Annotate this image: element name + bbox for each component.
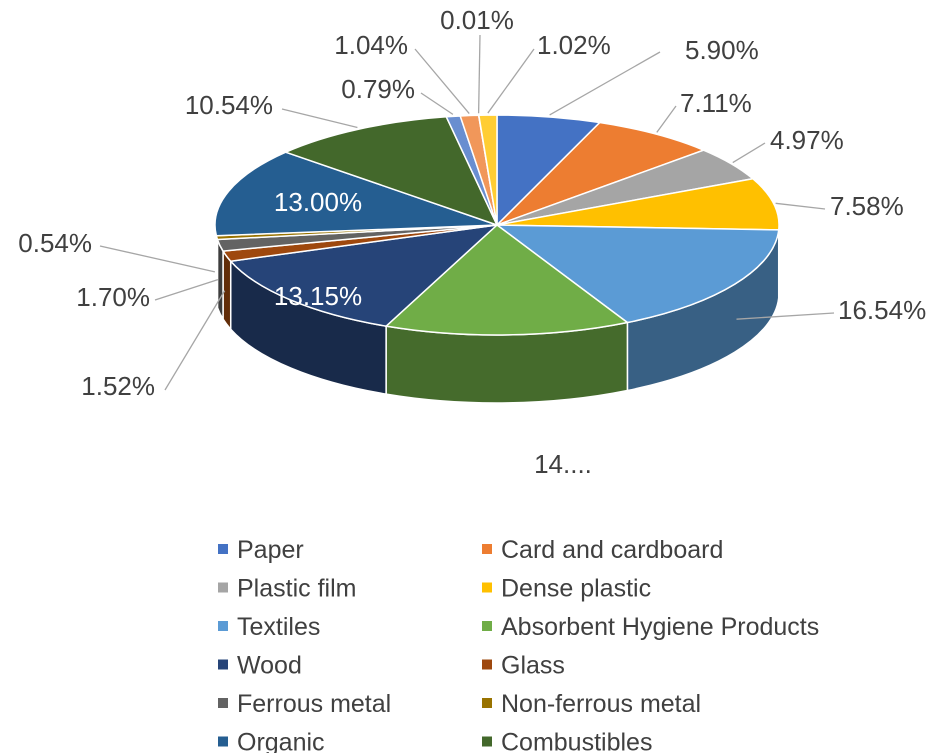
leader-line-unlabeled-14 (477, 34, 481, 114)
slice-absorbent-hygiene-products (384, 224, 630, 336)
wall-ferrous-metal (216, 239, 224, 322)
leader-line-paper (549, 51, 661, 116)
legend-label-ferrous-metal: Ferrous metal (237, 690, 391, 718)
leader-line-unlabeled-12 (420, 92, 454, 115)
data-label-unlabeled-12: 0.79% (341, 74, 415, 104)
legend-label-organic: Organic (237, 729, 325, 753)
legend-swatch-paper (218, 544, 228, 554)
data-label-plastic-film: 4.97% (770, 125, 844, 155)
data-labels: 5.90% 7.11% 4.97% 7.58% 16.54% 14.... 13.15% 1.… (18, 5, 926, 479)
slice-unlabeled-15 (477, 114, 498, 226)
data-label-card-and-cardboard: 7.11% (680, 88, 752, 118)
legend-label-glass: Glass (501, 652, 565, 680)
slice-textiles (494, 224, 780, 324)
legend-swatch-dense-plastic (482, 582, 492, 593)
legend-swatch-combustibles (482, 736, 492, 747)
legend-label-combustibles: Combustibles (501, 729, 652, 753)
data-label-dense-plastic: 7.58% (830, 191, 904, 221)
legend-swatch-ferrous-metal (218, 698, 228, 708)
pie-side-walls (214, 224, 780, 404)
data-label-paper: 5.90% (685, 35, 759, 65)
leader-line-plastic-film (732, 142, 766, 164)
legend-label-plastic-film: Plastic film (237, 575, 356, 603)
wall-glass (222, 248, 232, 332)
legend-swatch-textiles (218, 621, 228, 631)
slice-dense-plastic (496, 177, 780, 231)
leader-line-ferrous-metal (154, 279, 219, 301)
data-label-unlabeled-13: 1.04% (334, 30, 408, 60)
slice-combustibles (283, 116, 499, 227)
leader-line-combustibles (281, 108, 358, 129)
data-label-absorbent-hygiene-products: 14.... (534, 449, 592, 479)
leader-line-textiles (736, 312, 835, 320)
legend-swatch-card-and-cardboard (482, 544, 492, 554)
data-label-organic: 13.00% (274, 187, 362, 217)
data-label-glass: 1.52% (81, 371, 155, 401)
slice-card-and-cardboard (496, 121, 706, 226)
leader-line-card-and-cardboard (656, 105, 677, 133)
legend-swatch-plastic-film (218, 582, 228, 593)
data-label-non-ferrous-metal: 0.54% (18, 228, 92, 258)
legend-swatch-organic (218, 736, 228, 747)
legend-swatch-absorbent-hygiene-products (482, 621, 492, 631)
pie-top-slices (214, 114, 780, 336)
leader-line-unlabeled-15 (487, 48, 535, 114)
legend-label-dense-plastic: Dense plastic (501, 575, 651, 603)
leader-line-glass (164, 290, 226, 391)
data-label-textiles: 16.54% (838, 295, 926, 325)
leader-lines (99, 34, 835, 391)
legend-label-paper: Paper (237, 536, 304, 564)
legend-label-card-and-cardboard: Card and cardboard (501, 536, 723, 564)
legend: Paper Card and cardboard Plastic film Dense… (218, 536, 819, 753)
legend-swatch-non-ferrous-metal (482, 698, 492, 708)
leader-line-non-ferrous-metal (99, 245, 216, 273)
legend-swatch-wood (218, 659, 228, 670)
data-label-wood: 13.15% (274, 281, 362, 311)
legend-label-non-ferrous-metal: Non-ferrous metal (501, 690, 701, 718)
legend-label-wood: Wood (237, 652, 302, 680)
data-label-unlabeled-14: 0.01% (440, 5, 514, 35)
legend-label-absorbent-hygiene-products: Absorbent Hygiene Products (501, 613, 819, 641)
data-label-unlabeled-15: 1.02% (537, 30, 611, 60)
data-label-ferrous-metal: 1.70% (76, 282, 150, 312)
leader-line-unlabeled-13 (414, 48, 470, 114)
legend-label-textiles: Textiles (237, 613, 320, 641)
data-label-combustibles: 10.54% (185, 90, 273, 120)
slice-organic (214, 151, 498, 237)
slice-wood (229, 223, 500, 327)
leader-line-dense-plastic (775, 202, 826, 210)
legend-swatch-glass (482, 659, 492, 670)
